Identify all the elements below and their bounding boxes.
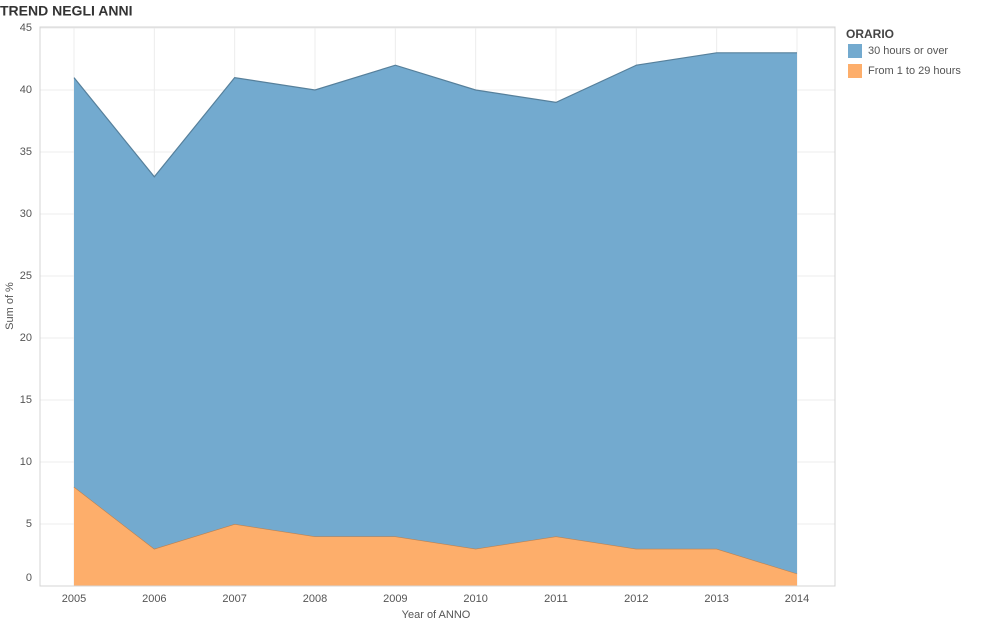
y-tick-label: 40 (20, 84, 32, 96)
plot-frame (39, 26, 836, 587)
legend-label[interactable]: 30 hours or over (868, 45, 948, 57)
y-axis-title: Sum of % (4, 282, 16, 330)
x-tick-label: 2011 (544, 593, 568, 605)
x-tick-label: 2005 (62, 593, 86, 605)
y-tick-label: 15 (20, 394, 32, 406)
legend-title: ORARIO (846, 27, 894, 41)
y-tick-label: 25 (20, 270, 32, 282)
x-tick-label: 2012 (624, 593, 648, 605)
y-tick-label: 30 (20, 208, 32, 220)
x-axis-title: Year of ANNO (402, 609, 471, 621)
x-tick-label: 2006 (142, 593, 166, 605)
legend-swatch[interactable] (848, 64, 862, 78)
x-tick-label: 2013 (704, 593, 728, 605)
area-edge (73, 52, 797, 178)
y-tick-label: 5 (26, 518, 32, 530)
x-tick-label: 2009 (383, 593, 407, 605)
x-tick-label: 2008 (303, 593, 327, 605)
x-tick-label: 2014 (785, 593, 809, 605)
y-tick-label: 10 (20, 456, 32, 468)
legend-swatch[interactable] (848, 44, 862, 58)
y-tick-label: 20 (20, 332, 32, 344)
legend-label[interactable]: From 1 to 29 hours (868, 65, 961, 77)
y-tick-label: 0 (26, 572, 32, 584)
y-tick-label: 45 (20, 22, 32, 34)
y-tick-label: 35 (20, 146, 32, 158)
area (74, 486, 797, 586)
area (74, 52, 797, 574)
chart-title: TREND NEGLI ANNI (0, 3, 132, 19)
x-tick-label: 2010 (463, 593, 487, 605)
x-tick-label: 2007 (222, 593, 246, 605)
